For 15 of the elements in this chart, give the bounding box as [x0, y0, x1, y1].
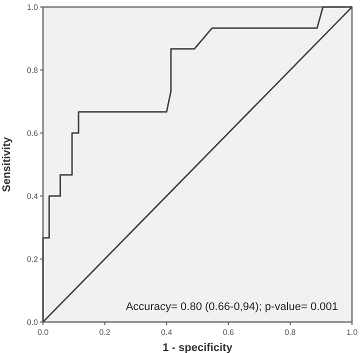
- x-axis-title: 1 - specificity: [162, 342, 234, 353]
- y-tick-label: 0.0: [26, 318, 39, 327]
- y-tick-label: 0.6: [26, 129, 39, 138]
- x-tick-label: 0.8: [284, 328, 296, 337]
- y-tick-label: 0.4: [26, 192, 39, 201]
- x-tick-label: 0.0: [37, 328, 50, 337]
- y-axis-title: Sensitivity: [1, 136, 13, 192]
- y-tick-label: 1.0: [26, 3, 39, 12]
- y-tick-label: 0.8: [26, 66, 39, 75]
- y-tick-label: 0.2: [26, 255, 39, 264]
- x-tick-label: 0.4: [161, 328, 173, 337]
- x-tick-label: 0.6: [222, 328, 235, 337]
- x-tick-label: 1.0: [346, 328, 358, 337]
- x-tick-label: 0.2: [99, 328, 111, 337]
- annotation: Accuracy= 0.80 (0.66-0,94); p-value= 0.001: [126, 301, 338, 313]
